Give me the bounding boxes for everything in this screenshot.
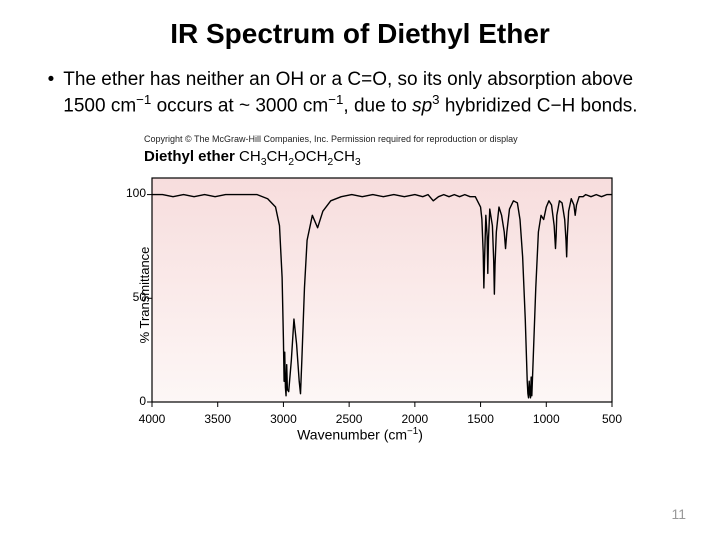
figure: Copyright © The McGraw-Hill Companies, I… <box>100 134 620 443</box>
ir-plot: % Transmittance 050100 40003500300025002… <box>100 170 620 420</box>
x-tick-label: 2500 <box>336 412 363 426</box>
xlabel-post: ) <box>418 426 423 442</box>
bullet-frag-4: hybridized C−H bonds. <box>440 95 638 116</box>
slide-title: IR Spectrum of Diethyl Ether <box>34 18 686 50</box>
bullet-sup-1: −1 <box>136 92 151 107</box>
x-tick-label: 500 <box>602 412 622 426</box>
x-tick-label: 3000 <box>270 412 297 426</box>
plot-background <box>152 178 612 402</box>
formula-frag: CH <box>333 148 355 165</box>
bullet-frag-2: occurs at ~ 3000 cm <box>151 95 328 116</box>
y-tick-label: 50 <box>106 290 146 304</box>
xlabel-pre: Wavenumber (cm <box>297 426 407 442</box>
formula-frag: OCH <box>294 148 327 165</box>
compound-label: Diethyl ether CH3CH2OCH2CH3 <box>144 148 620 168</box>
ir-plot-svg <box>100 170 620 420</box>
figure-copyright: Copyright © The McGraw-Hill Companies, I… <box>144 134 620 144</box>
page-number: 11 <box>671 506 686 522</box>
x-tick-label: 1500 <box>467 412 494 426</box>
x-tick-label: 1000 <box>533 412 560 426</box>
x-tick-label: 2000 <box>401 412 428 426</box>
xlabel-sup: −1 <box>407 426 418 437</box>
formula-sub: 3 <box>355 156 361 168</box>
bullet-dot: • <box>44 68 58 92</box>
bullet-frag-3: , due to <box>343 95 412 116</box>
x-tick-label: 4000 <box>139 412 166 426</box>
compound-formula: CH3CH2OCH2CH3 <box>239 148 361 165</box>
formula-frag: CH <box>267 148 289 165</box>
y-tick-label: 0 <box>106 394 146 408</box>
y-tick-label: 100 <box>106 186 146 200</box>
x-axis-label: Wavenumber (cm−1) <box>100 426 620 443</box>
bullet-text: The ether has neither an OH or a C=O, so… <box>63 68 675 118</box>
bullet-sup-2: −1 <box>328 92 343 107</box>
bullet-sp: sp <box>412 95 432 116</box>
x-tick-label: 3500 <box>204 412 231 426</box>
bullet-sp-sup: 3 <box>432 92 439 107</box>
bullet-1: • The ether has neither an OH or a C=O, … <box>44 68 680 118</box>
formula-frag: CH <box>239 148 261 165</box>
compound-name: Diethyl ether <box>144 148 239 165</box>
